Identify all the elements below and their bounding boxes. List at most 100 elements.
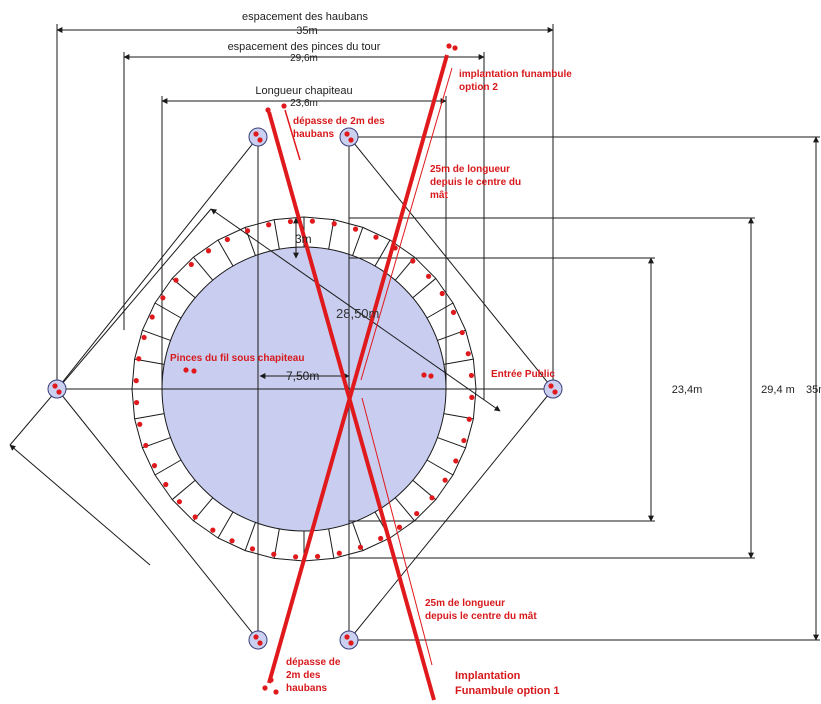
depasse-bot-line3: haubans: [286, 683, 328, 694]
ring-stake-dot: [163, 481, 169, 488]
ring-segment: [154, 459, 182, 476]
diagonal-label: 28,50m: [336, 306, 379, 321]
post-dot: [257, 137, 263, 143]
ring-stake-dot: [461, 437, 467, 444]
chapiteau-value: 23,6m: [290, 98, 318, 109]
ring-stake-dot: [149, 314, 155, 320]
longueur-top-line2: depuis le centre du: [430, 177, 521, 188]
post-dot: [253, 634, 259, 640]
ring-segment: [171, 479, 196, 500]
ring-stake-dot: [205, 248, 212, 254]
ring-stake-dot: [468, 372, 475, 379]
ring-segment: [142, 329, 171, 341]
ring-stake-dot: [160, 295, 166, 301]
ring-stake-dot: [293, 554, 299, 560]
ring-stake-dot: [224, 236, 230, 243]
post-dot: [344, 634, 350, 640]
diagonal-dimension: [9, 208, 501, 566]
anchor-dot: [273, 689, 279, 695]
anchor-dot: [191, 368, 197, 374]
implantation-opt1-line1: Implantation: [455, 670, 521, 682]
ring-stake-dot: [210, 527, 216, 533]
ring-stake-dot: [410, 258, 416, 264]
pinces-value: 29,6m: [290, 53, 318, 64]
ring-segment: [412, 278, 437, 299]
anchor-dot: [262, 685, 268, 691]
post-dot: [257, 640, 263, 646]
post-dot: [56, 389, 62, 395]
post-dot: [52, 383, 58, 389]
ring-stake-dot: [331, 221, 337, 227]
depasse-bot-line2: 2m des: [286, 670, 321, 681]
post-dot: [348, 640, 354, 646]
ring-stake-dot: [450, 309, 457, 315]
ring-stake-dot: [459, 329, 465, 336]
ring-stake-dot: [287, 218, 294, 225]
post-dot: [348, 137, 354, 143]
anchor-dot: [183, 367, 189, 373]
chapiteau-title: Longueur chapiteau: [255, 85, 352, 97]
ring-stake-dot: [192, 514, 198, 520]
ring-stake-dot: [151, 463, 158, 469]
guy-anchor-posts: [47, 127, 563, 650]
anchor-dot: [452, 45, 458, 51]
anchor-dots: [52, 43, 558, 695]
implantation-opt2-line1: implantation funambule: [459, 69, 572, 80]
ring-stake-dot: [141, 334, 147, 341]
ring-stake-dot: [336, 550, 342, 556]
haubans-value: 35m: [296, 25, 317, 37]
anchor-dot: [421, 372, 427, 378]
ring-segment: [437, 437, 466, 449]
pinces-fil-label: Pinces du fil sous chapiteau: [170, 353, 304, 364]
ring-stake-dot: [133, 399, 140, 406]
red-notes: dépasse de 2m des haubans implantation f…: [170, 69, 572, 697]
ring-stake-dot: [137, 421, 143, 427]
ring-stake-dot: [425, 273, 432, 279]
pinces-title: espacement des pinces du tour: [228, 41, 381, 53]
ring-segment: [426, 302, 454, 319]
ring-stake-dot: [266, 222, 272, 228]
ring-segment: [443, 358, 474, 365]
ring-stake-dot: [314, 553, 321, 560]
ring-segment: [193, 256, 214, 281]
ring-stake-dot: [173, 277, 179, 283]
anchor-dot: [428, 373, 434, 379]
ring-stake-dot: [378, 535, 384, 542]
anchor-dot: [268, 677, 274, 683]
ring-stake-dot: [442, 477, 448, 483]
height-35: 35m: [806, 384, 821, 396]
radius-label: 7,50m: [286, 369, 319, 383]
ring-stake-dot: [229, 538, 235, 544]
ring-stake-dot: [352, 226, 359, 232]
height-29-4: 29,4 m: [761, 384, 795, 396]
ring-stake-dot: [176, 499, 183, 505]
ring-segment: [394, 497, 415, 522]
longueur-top-line1: 25m de longueur: [430, 164, 510, 175]
ring-stake-dot: [136, 356, 142, 362]
ring-stake-dot: [244, 228, 251, 234]
ring-stake-dot: [414, 510, 420, 517]
ring-segment: [244, 522, 256, 551]
ring-segment: [154, 302, 182, 319]
dimension-labels: espacement des haubans 35m espacement de…: [228, 11, 821, 396]
longueur-top-line3: mât: [430, 190, 448, 201]
implantation-opt1-line2: Funambule option 1: [455, 685, 560, 697]
ring-stake-dot: [453, 458, 459, 464]
implantation-opt2-line2: option 2: [459, 82, 498, 93]
longueur-bot-line1: 25m de longueur: [425, 598, 505, 609]
ring-stake-dot: [309, 218, 315, 224]
ring-stake-dot: [143, 442, 149, 449]
post-dot: [552, 389, 558, 395]
ring-stake-dot: [465, 351, 471, 357]
ring-stake-dot: [469, 394, 475, 400]
ring-stake-dot: [429, 495, 435, 501]
ring-stake-dot: [466, 416, 472, 422]
height-23-4: 23,4m: [672, 384, 703, 396]
ring-segment: [134, 413, 165, 420]
ring-stake-dot: [373, 234, 379, 240]
gap-3m: 3m: [295, 232, 312, 246]
ring-segment: [328, 528, 335, 559]
post-dot: [548, 383, 554, 389]
entree-public-label: Entrée Public: [491, 369, 555, 380]
